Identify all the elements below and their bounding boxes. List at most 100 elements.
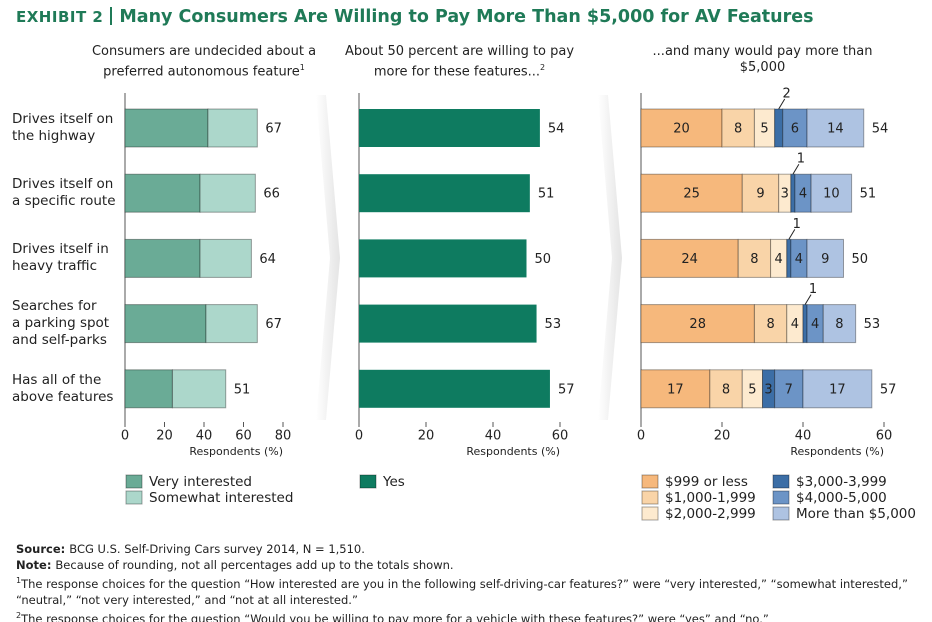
segment-label: 20 bbox=[673, 122, 690, 137]
subtitle-text: About 50 percent are willing to pay more… bbox=[344, 44, 575, 80]
segment-label: 5 bbox=[760, 122, 768, 137]
segment-label: 3 bbox=[781, 187, 789, 202]
bar-segment bbox=[802, 304, 808, 344]
segment-label: 2 bbox=[783, 87, 791, 102]
bar-segment bbox=[359, 304, 537, 343]
segment-label: 3 bbox=[764, 382, 772, 397]
bar-segment bbox=[806, 108, 865, 148]
bar-segment bbox=[640, 108, 723, 148]
footnote-label: Note: bbox=[16, 558, 52, 572]
bar-segment bbox=[640, 304, 755, 344]
bar-segment bbox=[124, 108, 209, 148]
separator bbox=[110, 7, 113, 25]
bar-segment bbox=[810, 173, 853, 213]
segment-label: 9 bbox=[756, 187, 764, 202]
bar-segment bbox=[359, 239, 527, 278]
bar-segment bbox=[753, 304, 788, 344]
category-label: Searches for a parking spot and self-par… bbox=[12, 298, 110, 349]
legend-swatch bbox=[641, 490, 659, 505]
x-tick-label: 20 bbox=[714, 429, 731, 444]
x-axis-label: Respondents (%) bbox=[466, 445, 560, 458]
legend-swatch bbox=[359, 474, 377, 489]
bar-segment bbox=[124, 369, 173, 409]
bar-segment bbox=[359, 369, 550, 408]
x-tick-label: 40 bbox=[485, 429, 502, 444]
legend-label: $3,000-3,999 bbox=[796, 474, 887, 490]
x-tick-label: 60 bbox=[235, 429, 252, 444]
footnote-text: BCG U.S. Self-Driving Cars survey 2014, … bbox=[69, 542, 365, 556]
leader-line bbox=[804, 294, 812, 305]
value-label: 57 bbox=[558, 382, 575, 397]
legend-swatch bbox=[772, 490, 790, 505]
segment-label: 17 bbox=[667, 382, 684, 397]
footnote: 2The response choices for the question “… bbox=[16, 608, 921, 622]
legend-swatch bbox=[772, 474, 790, 489]
x-tick-label: 20 bbox=[418, 429, 435, 444]
legend-swatch bbox=[772, 506, 790, 521]
legend-label: Very interested bbox=[149, 474, 252, 490]
chevron bbox=[316, 95, 340, 420]
x-tick-label: 0 bbox=[121, 429, 129, 444]
footnote-text: The response choices for the question “H… bbox=[16, 576, 908, 607]
bar-segment bbox=[640, 238, 739, 278]
x-axis-label: Respondents (%) bbox=[790, 445, 884, 458]
panel-subtitle: ...and many would pay more than $5,000 bbox=[633, 44, 893, 76]
legend-label: $1,000-1,999 bbox=[665, 490, 756, 506]
x-tick-label: 20 bbox=[156, 429, 173, 444]
bar-segment bbox=[205, 304, 258, 344]
note-marker: 1 bbox=[299, 63, 305, 72]
bar-segment bbox=[790, 173, 796, 213]
footnote-text: The response choices for the question “W… bbox=[21, 611, 769, 622]
segment-label: 8 bbox=[750, 252, 758, 267]
total-label: 67 bbox=[265, 317, 282, 332]
bar-segment bbox=[171, 369, 227, 409]
x-tick-label: 0 bbox=[355, 429, 363, 444]
value-label: 51 bbox=[538, 187, 555, 202]
total-label: 50 bbox=[852, 252, 869, 267]
bar-segment bbox=[359, 109, 540, 147]
total-label: 67 bbox=[265, 122, 282, 137]
segment-label: 6 bbox=[791, 122, 799, 137]
category-label: Drives itself on the highway bbox=[12, 111, 114, 144]
segment-label: 10 bbox=[823, 187, 840, 202]
segment-label: 14 bbox=[827, 122, 844, 137]
x-axis-label: Respondents (%) bbox=[189, 445, 283, 458]
segment-label: 9 bbox=[821, 252, 829, 267]
bar-segment bbox=[359, 174, 530, 213]
chevron bbox=[598, 95, 622, 420]
x-tick-label: 0 bbox=[637, 429, 645, 444]
segment-label: 1 bbox=[809, 282, 817, 297]
segment-label: 17 bbox=[829, 382, 846, 397]
bar-segment bbox=[640, 369, 711, 409]
x-tick-label: 60 bbox=[552, 429, 569, 444]
segment-label: 4 bbox=[775, 252, 783, 267]
segment-label: 8 bbox=[835, 317, 843, 332]
note-marker: 2 bbox=[540, 63, 546, 72]
segment-label: 4 bbox=[811, 317, 819, 332]
bar-segment bbox=[741, 173, 780, 213]
total-label: 51 bbox=[234, 382, 251, 397]
legend-swatch bbox=[125, 490, 143, 505]
bar-segment bbox=[124, 304, 207, 344]
value-label: 53 bbox=[545, 317, 562, 332]
segment-label: 25 bbox=[683, 187, 700, 202]
panel-subtitle: Consumers are undecided about a preferre… bbox=[74, 44, 334, 80]
leader-line bbox=[792, 163, 800, 175]
bar-segment bbox=[774, 369, 804, 409]
category-label: Has all of the above features bbox=[12, 371, 114, 405]
legend-label: $4,000-5,000 bbox=[796, 490, 887, 506]
bar-segment bbox=[199, 238, 252, 278]
chart-title: Many Consumers Are Willing to Pay More T… bbox=[119, 7, 814, 27]
category-label: Drives itself on a specific route bbox=[12, 176, 116, 210]
legend-label: Yes bbox=[382, 474, 405, 490]
footnote: Note: Because of rounding, not all percen… bbox=[16, 557, 921, 573]
segment-label: 1 bbox=[793, 217, 801, 232]
legend-label: Somewhat interested bbox=[149, 490, 293, 506]
x-tick-label: 40 bbox=[795, 429, 812, 444]
legend-label: $2,000-2,999 bbox=[665, 506, 756, 522]
segment-label: 8 bbox=[766, 317, 774, 332]
subtitle-text: ...and many would pay more than $5,000 bbox=[652, 44, 873, 75]
total-label: 53 bbox=[864, 317, 881, 332]
